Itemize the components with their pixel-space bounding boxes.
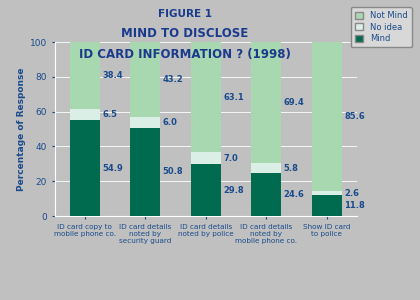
Text: 85.6: 85.6	[344, 112, 365, 121]
Text: 6.0: 6.0	[163, 118, 178, 127]
Text: 29.8: 29.8	[223, 186, 244, 195]
Bar	[191, 42, 221, 152]
Text: MIND TO DISCLOSE: MIND TO DISCLOSE	[121, 27, 248, 40]
Legend: Not Mind, No idea, Mind: Not Mind, No idea, Mind	[351, 7, 412, 47]
Bar	[130, 117, 160, 128]
Bar	[251, 173, 281, 216]
Text: 5.8: 5.8	[284, 164, 299, 172]
Bar	[130, 128, 160, 216]
Bar	[312, 191, 342, 196]
Bar	[251, 42, 281, 163]
Bar	[251, 163, 281, 173]
Text: 2.6: 2.6	[344, 189, 359, 198]
Text: 43.2: 43.2	[163, 75, 184, 84]
Bar	[312, 196, 342, 216]
Bar	[312, 42, 342, 191]
Text: 24.6: 24.6	[284, 190, 304, 199]
Text: 6.5: 6.5	[102, 110, 117, 119]
Bar	[191, 164, 221, 216]
Text: 63.1: 63.1	[223, 93, 244, 102]
Text: 54.9: 54.9	[102, 164, 123, 173]
Text: ID CARD INFORMATION ? (1998): ID CARD INFORMATION ? (1998)	[79, 48, 291, 61]
Text: 38.4: 38.4	[102, 71, 123, 80]
Bar	[70, 109, 100, 121]
Bar	[130, 42, 160, 117]
Text: 11.8: 11.8	[344, 201, 365, 210]
Text: 7.0: 7.0	[223, 154, 238, 163]
Text: 69.4: 69.4	[284, 98, 304, 107]
Text: 50.8: 50.8	[163, 167, 184, 176]
Bar	[191, 152, 221, 164]
Y-axis label: Percentage of Response: Percentage of Response	[16, 67, 26, 191]
Bar	[70, 121, 100, 216]
Text: FIGURE 1: FIGURE 1	[158, 9, 212, 19]
Bar	[70, 42, 100, 109]
